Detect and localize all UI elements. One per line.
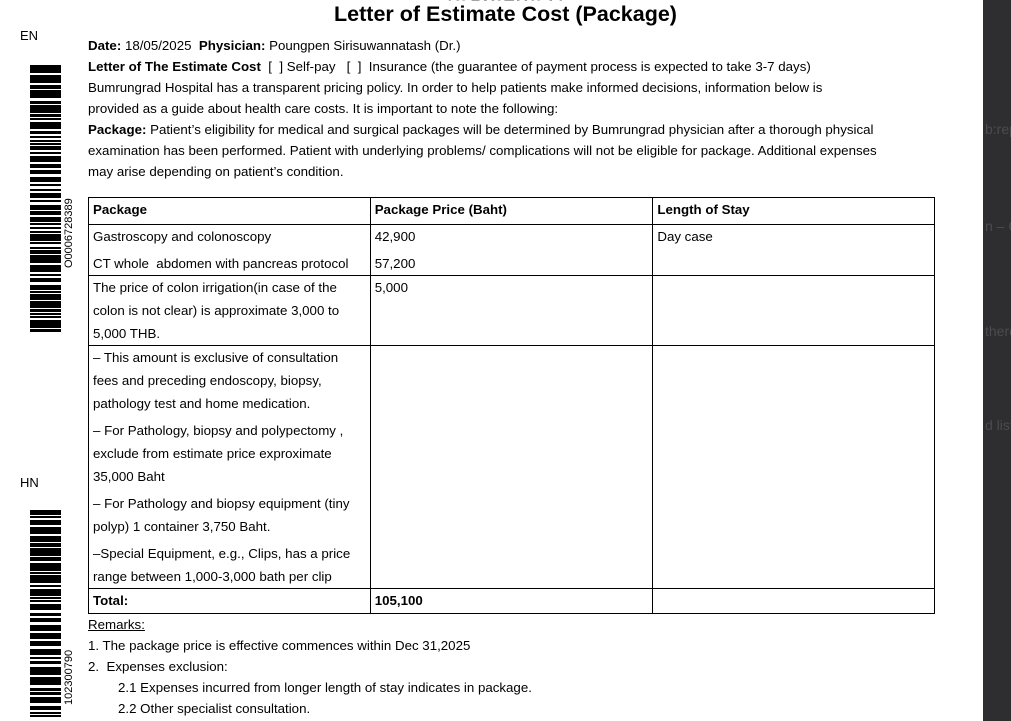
svg-text:O0006728389: O0006728389 <box>63 198 75 268</box>
svg-text:102300790: 102300790 <box>63 650 75 705</box>
